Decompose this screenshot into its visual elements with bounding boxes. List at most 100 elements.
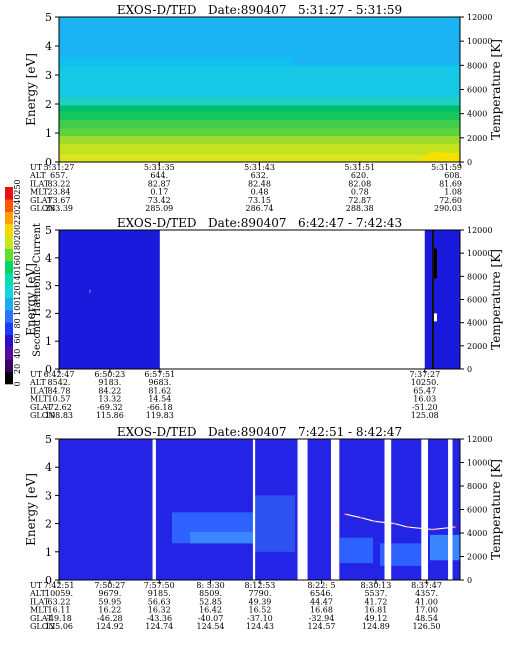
- table-cell: 16.22: [98, 606, 121, 615]
- y-right-tick-label: 12000: [467, 13, 492, 22]
- table-cell: 16.03: [413, 395, 436, 404]
- colorbar-tick-label: 80: [13, 318, 22, 328]
- energy-band: [291, 57, 460, 65]
- table-cell: 126.50: [413, 622, 441, 631]
- energy-band: [59, 111, 460, 120]
- y-tick-label: 2: [45, 518, 52, 531]
- y-right-tick-label: 2000: [467, 342, 487, 351]
- data-gap: [297, 438, 308, 581]
- y-tick-label: 3: [45, 69, 52, 82]
- table-cell: 10059.: [45, 589, 73, 598]
- table-cell: 10.57: [48, 395, 71, 404]
- table-cell: 59.95: [98, 597, 121, 606]
- table-cell: 8:30:13: [360, 581, 391, 590]
- table-cell: 9185.: [148, 589, 171, 598]
- energy-band: [59, 66, 460, 97]
- table-row-label: ILAT: [30, 597, 50, 606]
- y-tick-label: 1: [45, 546, 52, 559]
- table-cell: -69.32: [97, 403, 123, 412]
- temperature-point: [453, 526, 456, 529]
- table-cell: 84.22: [98, 386, 121, 395]
- y-axis-label: Energy [eV]: [24, 53, 38, 126]
- colorbar-swatch: [5, 297, 13, 311]
- table-cell: 124.54: [197, 622, 225, 631]
- data-gap: [448, 438, 453, 581]
- table-cell: 13.32: [98, 395, 121, 404]
- table-cell: 72.87: [348, 196, 371, 205]
- table-cell: 49.12: [364, 614, 387, 623]
- table-cell: 16.32: [148, 606, 171, 615]
- table-cell: 7:57:50: [144, 581, 175, 590]
- energy-band: [59, 119, 460, 129]
- y-right-tick-label: 12000: [467, 435, 492, 444]
- y-right-axis-label: Temperature [K]: [489, 39, 503, 140]
- table-cell: -51.20: [412, 403, 438, 412]
- colorbar-swatch: [5, 199, 13, 212]
- colorbar-tick-label: 180: [13, 240, 22, 255]
- table-cell: 56.63: [148, 597, 171, 606]
- table-row-label: UT: [30, 163, 43, 172]
- y-tick-label: 0: [45, 156, 52, 169]
- table-cell: 52.85: [199, 597, 222, 606]
- table-cell: 41.72: [364, 597, 387, 606]
- colorbar-swatch: [5, 223, 13, 237]
- y-right-tick-label: 6000: [467, 506, 487, 515]
- table-cell: 81.69: [439, 179, 462, 188]
- y-right-tick-label: 12000: [467, 226, 492, 235]
- y-tick-label: 0: [45, 574, 52, 587]
- colorbar-swatch: [5, 236, 13, 249]
- y-right-tick-label: 6000: [467, 296, 487, 305]
- colorbar-tick-label: 250: [13, 179, 22, 194]
- table-cell: 82.87: [148, 179, 171, 188]
- panel-title: EXOS-D/TED Date:890407 6:42:47 - 7:42:43: [117, 216, 402, 230]
- data-span: [424, 230, 460, 369]
- y-right-tick-label: 10000: [467, 249, 492, 258]
- energy-band: [255, 495, 295, 552]
- y-right-axis-label: Temperature [K]: [489, 459, 503, 560]
- energy-band: [59, 135, 460, 145]
- table-cell: 73.15: [248, 196, 271, 205]
- table-cell: -40.07: [198, 614, 224, 623]
- table-cell: 16.52: [248, 606, 271, 615]
- colorbar-tick-label: 100: [13, 301, 22, 316]
- table-cell: 9679.: [98, 589, 121, 598]
- table-cell: -32.94: [309, 614, 335, 623]
- table-row-label: GLAT: [30, 196, 53, 205]
- energy-band: [59, 17, 460, 58]
- data-gap: [384, 438, 392, 581]
- table-cell: 6:57:51: [144, 370, 175, 379]
- table-cell: 9183.: [98, 378, 121, 387]
- y-right-tick-label: 2000: [467, 134, 487, 143]
- y-tick-label: 4: [45, 461, 52, 474]
- table-cell: 5:31:27: [44, 163, 75, 172]
- y-axis-label: Energy [eV]: [24, 263, 38, 336]
- y-tick-label: 5: [45, 224, 52, 237]
- table-row-label: MLT: [30, 606, 49, 615]
- table-cell: 115.86: [96, 411, 124, 420]
- y-right-axis-label: Temperature [K]: [489, 249, 503, 350]
- table-cell: 82.08: [348, 179, 371, 188]
- y-right-tick-label: 2000: [467, 553, 487, 562]
- data-span: [432, 230, 434, 369]
- table-cell: 23.84: [48, 188, 71, 197]
- table-cell: 290.03: [434, 204, 462, 213]
- energy-band: [418, 151, 460, 162]
- table-cell: 124.74: [145, 622, 173, 631]
- data-span: [59, 230, 160, 369]
- table-row-label: ALT: [29, 171, 46, 180]
- table-cell: 5:31:35: [144, 163, 175, 172]
- energy-band: [59, 128, 460, 136]
- colorbar-swatch: [5, 310, 13, 323]
- table-cell: 7:50:27: [94, 581, 125, 590]
- table-cell: 108.83: [45, 411, 73, 420]
- table-cell: 8:37:47: [411, 581, 442, 590]
- colorbar-tick-label: 0: [13, 381, 22, 386]
- y-tick-label: 1: [45, 335, 52, 348]
- table-cell: 7790.: [248, 589, 271, 598]
- table-cell: 16.68: [310, 606, 333, 615]
- y-tick-label: 1: [45, 127, 52, 140]
- y-tick-label: 3: [45, 489, 52, 502]
- table-cell: 10250.: [411, 378, 439, 387]
- temperature-point: [406, 526, 410, 529]
